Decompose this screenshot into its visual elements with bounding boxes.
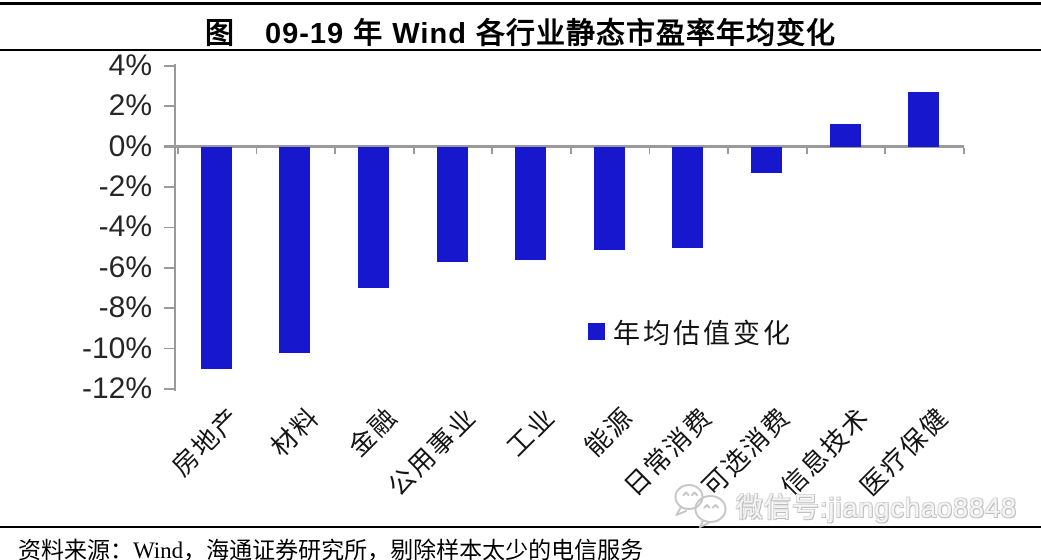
bar	[515, 146, 547, 260]
bar	[908, 92, 940, 147]
watermark: 微信号:jiangchao8848	[672, 482, 1017, 528]
bar	[200, 146, 232, 369]
y-tick-label: 0%	[108, 129, 152, 163]
watermark-text: 微信号:jiangchao8848	[736, 492, 1018, 523]
x-category-label: 材料	[264, 401, 326, 463]
x-axis-zero-line	[164, 145, 964, 148]
x-tick	[805, 147, 808, 154]
legend-label: 年均估值变化	[613, 319, 793, 349]
x-tick	[334, 147, 336, 154]
x-tick	[177, 147, 179, 154]
y-tick-label: -12%	[81, 372, 152, 405]
title-rule	[0, 49, 1041, 51]
bar	[436, 146, 468, 262]
bar	[829, 124, 861, 147]
y-tick	[164, 64, 175, 67]
bottom-rule	[0, 526, 1041, 528]
bar	[279, 146, 311, 353]
x-tick	[412, 147, 415, 154]
chart-legend: 年均估值变化	[588, 312, 793, 351]
source-note: 资料来源：Wind，海通证券研究所，剔除样本太少的电信服务	[18, 538, 644, 560]
x-tick	[570, 147, 572, 154]
top-rule	[0, 2, 1041, 5]
bar	[672, 146, 704, 248]
y-tick-label: -10%	[81, 331, 152, 365]
x-tick	[648, 147, 651, 154]
y-tick	[164, 347, 175, 350]
y-tick	[164, 388, 175, 390]
y-tick	[164, 186, 175, 188]
y-tick-label: -6%	[98, 250, 152, 284]
y-tick-label: 4%	[108, 48, 152, 82]
x-tick	[255, 147, 258, 154]
y-tick	[164, 266, 175, 269]
wechat-icon	[674, 484, 727, 528]
x-category-label: 金融	[343, 401, 405, 463]
x-category-label: 房地产	[166, 401, 247, 482]
x-tick	[884, 147, 887, 154]
x-tick	[963, 147, 965, 154]
y-tick-label: -8%	[98, 291, 152, 325]
bar	[593, 146, 625, 250]
y-tick	[164, 145, 175, 148]
x-tick	[491, 147, 494, 154]
y-tick-label: -2%	[98, 170, 152, 203]
x-category-label: 工业	[500, 401, 562, 463]
bar	[751, 146, 782, 173]
y-axis-line	[174, 64, 176, 391]
y-tick	[164, 307, 175, 310]
bar	[358, 146, 389, 288]
x-tick	[727, 147, 729, 154]
y-tick-label: -4%	[98, 210, 152, 244]
y-tick-label: 2%	[108, 89, 152, 123]
legend-swatch	[588, 323, 605, 340]
y-tick	[164, 226, 175, 229]
y-tick	[164, 105, 175, 108]
chart-title: 图 09-19 年 Wind 各行业静态市盈率年均变化	[205, 18, 836, 50]
x-category-label: 能源	[578, 401, 640, 463]
